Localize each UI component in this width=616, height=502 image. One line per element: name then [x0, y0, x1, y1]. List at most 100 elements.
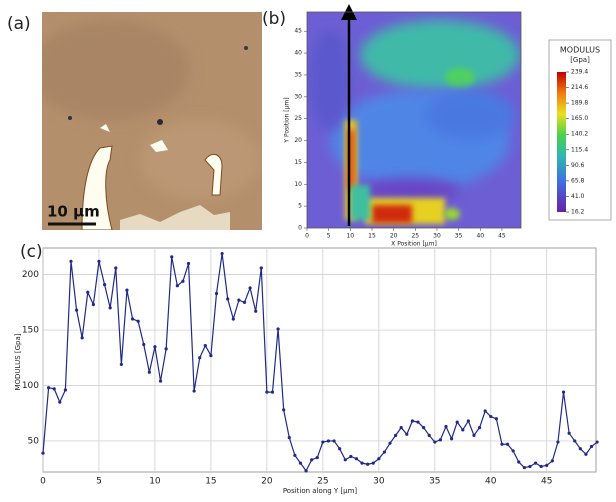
data-point	[539, 464, 543, 469]
data-point	[461, 428, 465, 432]
data-point	[52, 387, 56, 391]
y-tick-label: 5	[298, 203, 302, 210]
data-point	[259, 266, 263, 270]
data-point	[466, 419, 470, 423]
data-point	[315, 455, 319, 460]
data-point	[220, 251, 224, 256]
data-point	[170, 255, 174, 259]
colorbar-tick-label: 16.2	[571, 209, 585, 216]
data-point	[567, 431, 571, 435]
x-tick-label: 10	[346, 233, 354, 240]
data-point	[422, 426, 426, 430]
panel-label: (b)	[262, 9, 286, 29]
x-tick-label: 35	[455, 233, 463, 240]
x-axis-label: Position along Y [µm]	[283, 487, 358, 495]
data-point	[293, 453, 297, 457]
data-point	[416, 420, 420, 424]
data-point	[114, 266, 118, 270]
data-point	[472, 433, 476, 438]
y-tick-label: 10	[294, 181, 302, 188]
data-point	[136, 319, 140, 323]
data-point	[164, 347, 168, 351]
data-point	[410, 419, 415, 423]
data-point	[433, 440, 437, 444]
x-tick-label: 20	[261, 477, 273, 487]
panel-label: (c)	[20, 242, 43, 262]
colorbar-tick-label: 41.0	[571, 193, 585, 200]
data-point	[310, 458, 314, 462]
data-point	[231, 317, 235, 321]
data-point	[270, 390, 275, 394]
colorbar-tick-label: 90.6	[571, 162, 585, 169]
data-point	[505, 442, 510, 446]
colorbar-tick-label: 140.2	[571, 131, 588, 138]
data-point	[500, 442, 504, 446]
data-point	[142, 342, 146, 347]
x-tick-label: 30	[433, 233, 441, 240]
data-point	[561, 390, 566, 394]
colorbar-tick-label: 239.4	[571, 69, 588, 76]
y-tick-label: 35	[294, 71, 302, 78]
line-chart: 0 5 10 15 20 25 30 35 40 45 50 100 150 200	[22, 248, 599, 487]
data-point	[349, 454, 353, 459]
data-point	[321, 440, 325, 444]
heatmap-frame	[306, 11, 522, 229]
data-point	[394, 433, 398, 438]
x-axis-label: X Position [µm]	[391, 241, 437, 248]
data-point	[343, 458, 347, 462]
data-point	[287, 436, 291, 440]
y-tick-label: 100	[22, 381, 39, 391]
data-point	[573, 439, 577, 443]
data-point	[388, 441, 392, 445]
y-tick-label: 45	[294, 28, 302, 35]
data-point	[405, 432, 409, 436]
y-tick-label: 25	[294, 115, 302, 122]
y-tick-label: 40	[294, 50, 302, 57]
data-point	[74, 308, 79, 312]
data-point	[265, 390, 269, 394]
data-point	[332, 439, 336, 443]
heatmap	[307, 12, 521, 228]
data-point	[192, 389, 196, 393]
data-point	[209, 353, 213, 358]
data-point	[444, 424, 448, 429]
data-point	[298, 461, 303, 465]
x-tick-label: 40	[485, 477, 497, 487]
data-line	[42, 253, 598, 473]
data-point	[91, 302, 95, 307]
y-tick-label: 50	[28, 436, 40, 446]
data-point	[304, 469, 308, 473]
data-point	[203, 343, 207, 348]
data-point	[595, 440, 599, 444]
data-point	[354, 457, 359, 461]
data-point	[80, 336, 84, 340]
colorbar	[557, 72, 566, 212]
colorbar-tick-label: 214.6	[571, 84, 588, 91]
data-point	[119, 362, 123, 367]
data-point	[522, 465, 526, 470]
data-point	[533, 461, 538, 465]
heatmap-axes: 0 5 10 15 20 25 30 35 40 45 0 5 10 15 20 25 30 35 40 45	[294, 11, 522, 240]
data-point	[550, 459, 554, 463]
x-tick-label: 0	[40, 477, 46, 487]
y-tick-label: 15	[294, 159, 302, 166]
x-tick-label: 5	[327, 233, 331, 240]
data-point	[237, 298, 241, 302]
data-point	[455, 420, 459, 424]
data-point	[41, 451, 45, 455]
data-point	[511, 449, 515, 453]
data-point	[46, 386, 51, 390]
data-point	[254, 309, 258, 313]
colorbar-tick-label: 189.8	[571, 100, 588, 107]
data-point	[377, 457, 381, 461]
data-point	[360, 461, 364, 465]
data-point	[153, 345, 157, 349]
x-tick-label: 10	[149, 477, 161, 487]
x-tick-label: 45	[541, 477, 552, 487]
colorbar-tick-label: 165.0	[571, 115, 588, 122]
data-point	[248, 286, 252, 290]
data-point	[399, 426, 403, 430]
scale-bar-label: 10 µm	[47, 203, 100, 221]
data-point	[226, 297, 230, 301]
x-tick-label: 5	[96, 477, 102, 487]
